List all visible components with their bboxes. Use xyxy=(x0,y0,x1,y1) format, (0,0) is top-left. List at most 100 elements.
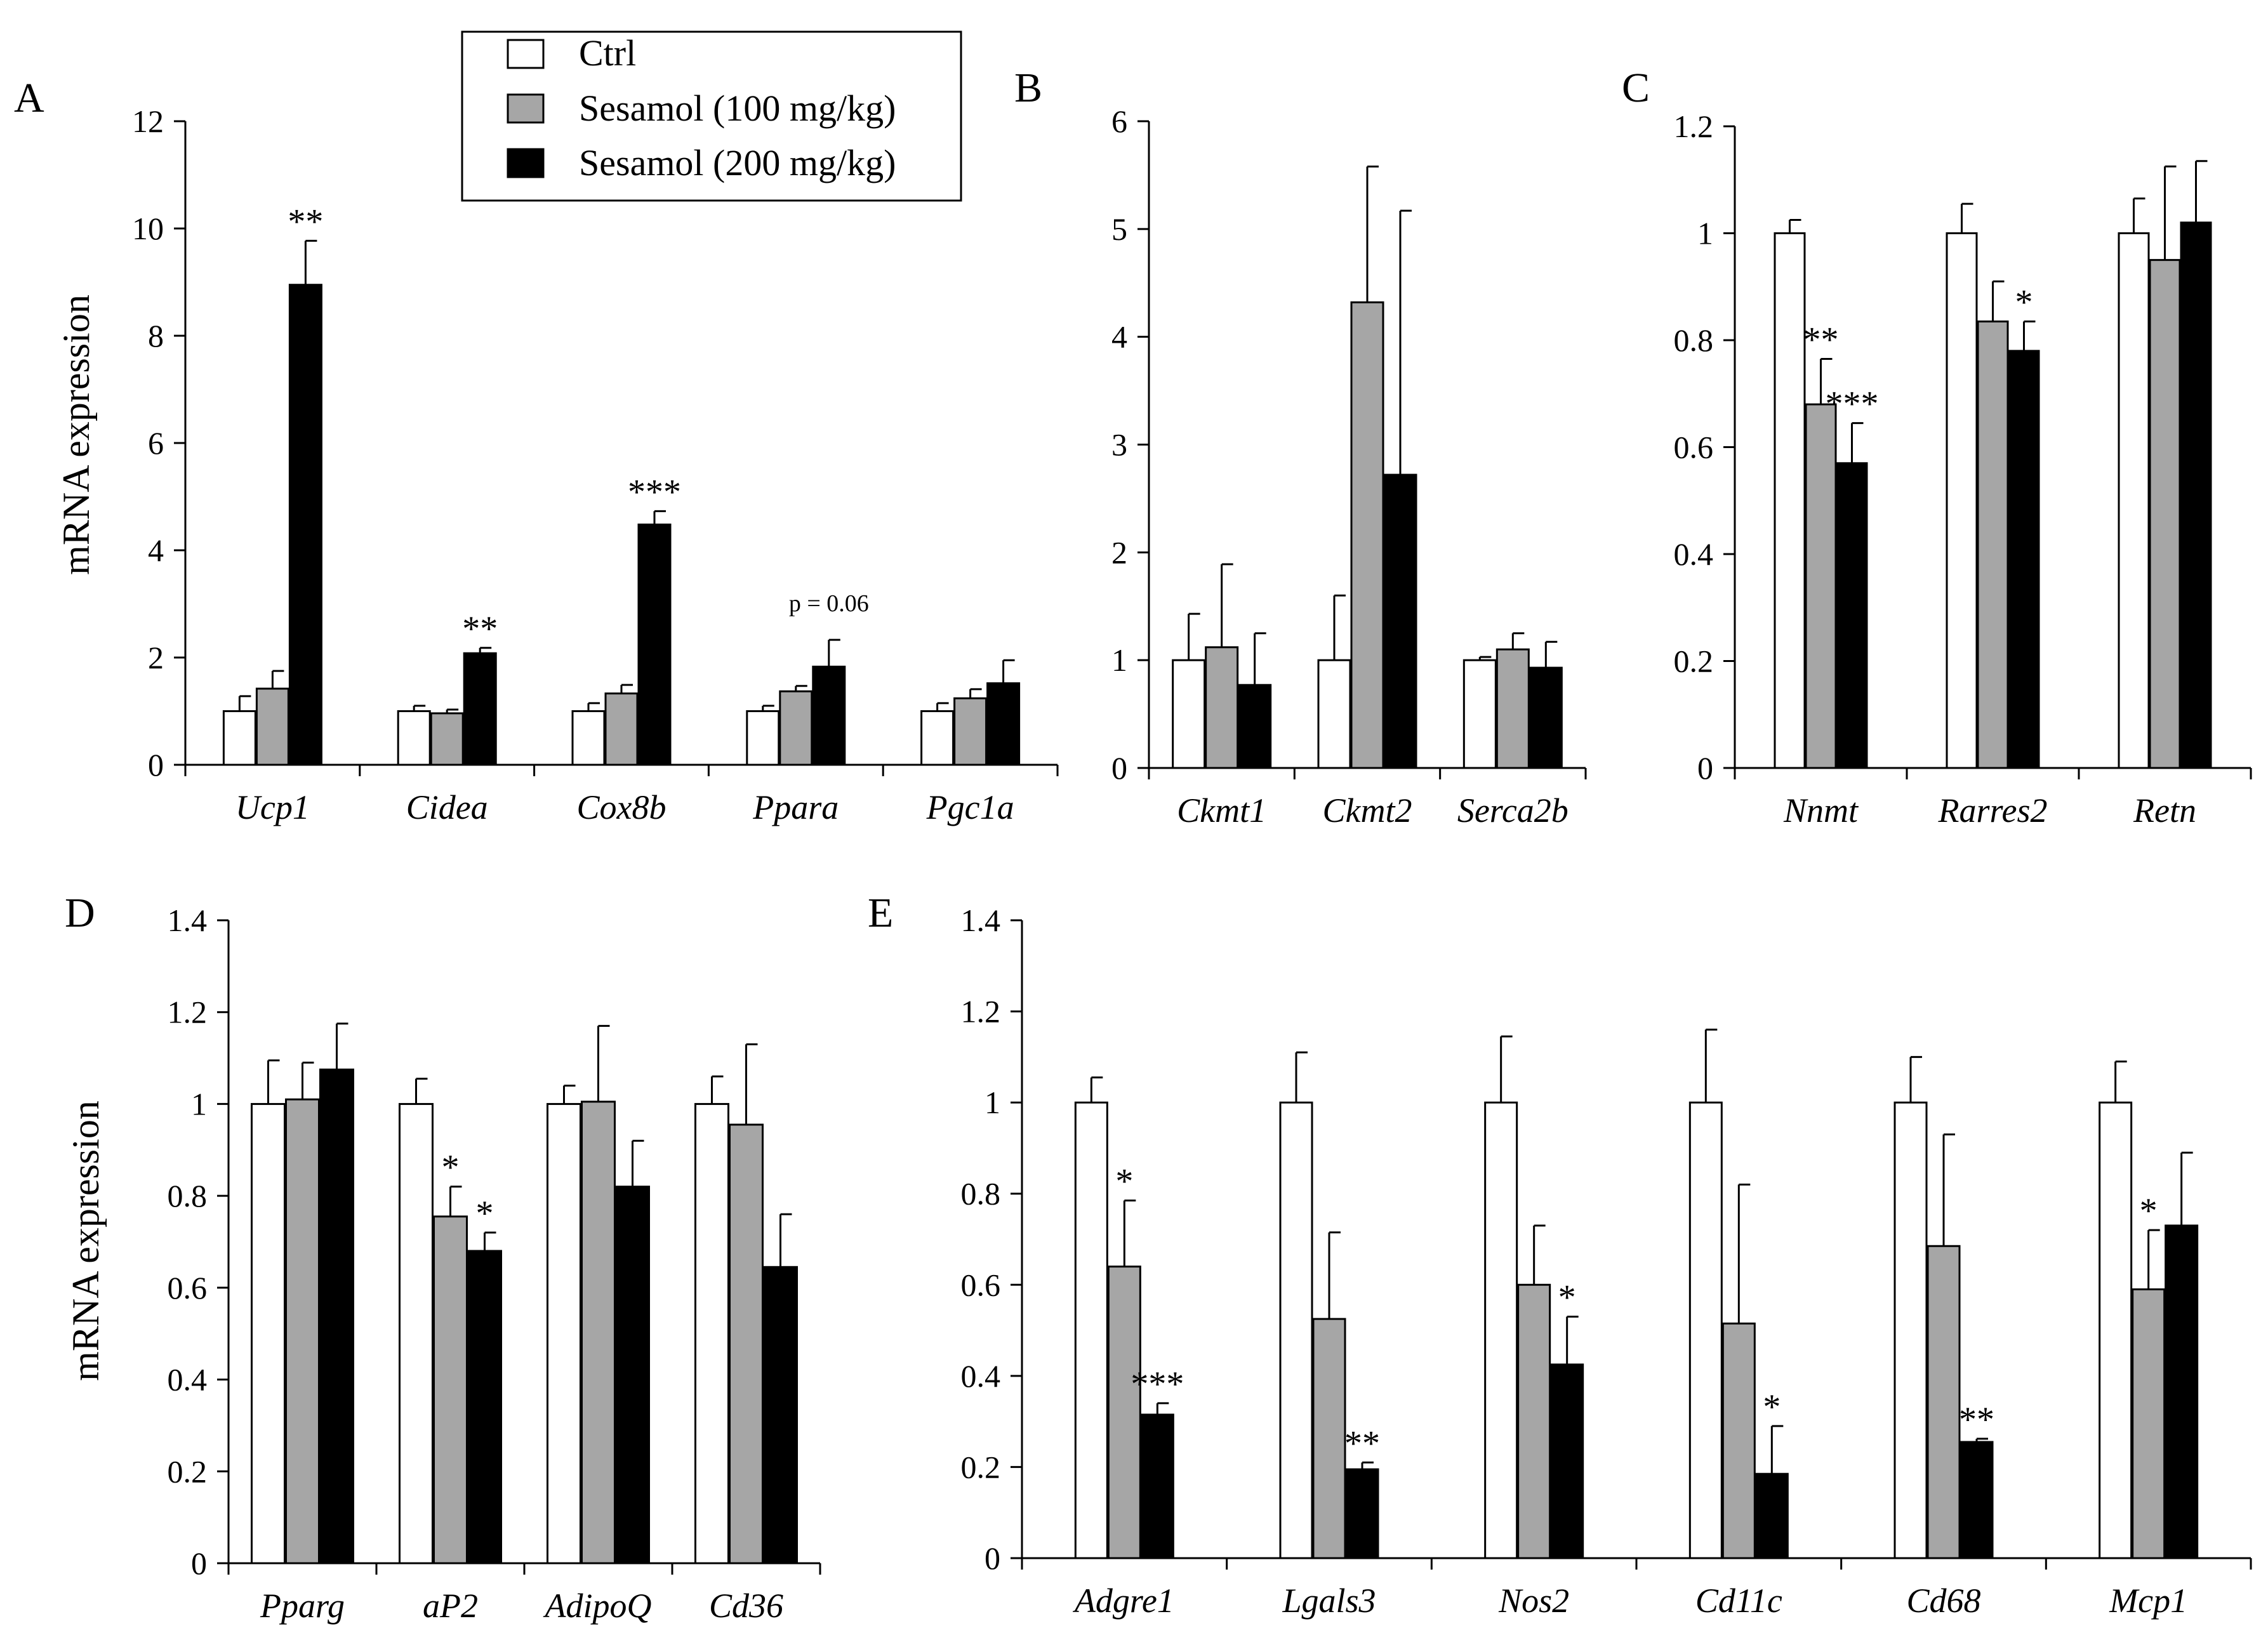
bar-b-ckmt2-sesamol-200-mg-kg- xyxy=(1383,473,1417,769)
bar-a-cox8b-sesamol-100-mg-kg- xyxy=(604,692,639,766)
significance-marker: * xyxy=(442,1148,460,1187)
significance-marker: ** xyxy=(288,202,323,241)
bar-b-ckmt1-sesamol-100-mg-kg- xyxy=(1205,646,1239,769)
panel-a-y-tick-label: 8 xyxy=(148,318,164,354)
panel-e-category-label-cd11c: Cd11c xyxy=(1695,1582,1782,1620)
bar-a-pgc1a-ctrl xyxy=(920,710,955,766)
panel-a-y-tick-label: 2 xyxy=(148,640,164,675)
panel-a-category-label-ppara: Ppara xyxy=(752,788,839,826)
panel-d-y-tick-label: 0.4 xyxy=(168,1362,208,1398)
bar-a-cidea-sesamol-100-mg-kg- xyxy=(430,712,464,766)
bar-e-lgals3-sesamol-100-mg-kg- xyxy=(1312,1318,1346,1559)
bar-e-mcp1-sesamol-100-mg-kg- xyxy=(2132,1288,2166,1559)
panel-d-category-label-ap2: aP2 xyxy=(423,1587,478,1625)
panel-a-category-label-pgc1a: Pgc1a xyxy=(926,788,1014,826)
panel-c-y-tick-label: 1 xyxy=(1697,216,1713,251)
bar-c-retn-ctrl xyxy=(2118,232,2150,769)
panel-d-category-label-pparg: Pparg xyxy=(260,1587,345,1625)
significance-marker: *** xyxy=(1826,385,1879,424)
bar-d-ap2-ctrl xyxy=(399,1102,434,1564)
bar-d-pparg-sesamol-200-mg-kg- xyxy=(319,1068,354,1564)
bar-e-cd68-sesamol-200-mg-kg- xyxy=(1960,1441,1994,1559)
bar-e-lgals3-sesamol-200-mg-kg- xyxy=(1345,1468,1379,1559)
panel-e-y-tick-label: 0.8 xyxy=(961,1176,1001,1212)
bar-c-retn-sesamol-200-mg-kg- xyxy=(2180,222,2212,769)
bar-b-serca2b-sesamol-200-mg-kg- xyxy=(1529,666,1563,769)
bar-e-mcp1-sesamol-200-mg-kg- xyxy=(2165,1224,2199,1559)
legend: Ctrl Sesamol (100 mg/kg) Sesamol (200 mg… xyxy=(461,30,962,202)
panel-letter-b: B xyxy=(1014,65,1042,111)
bar-e-cd11c-sesamol-100-mg-kg- xyxy=(1721,1322,1756,1559)
y-axis-title-bottom: mRNA expression xyxy=(65,1101,107,1381)
panel-letter-d: D xyxy=(65,890,95,936)
panel-b-y-tick-label: 6 xyxy=(1111,103,1127,139)
bar-a-ucp1-ctrl xyxy=(222,710,256,766)
legend-swatch-sesamol-100 xyxy=(507,93,545,124)
panel-e-category-label-mcp1: Mcp1 xyxy=(2109,1582,2187,1620)
bar-e-adgre1-ctrl xyxy=(1074,1101,1108,1559)
bar-a-ucp1-sesamol-200-mg-kg- xyxy=(288,284,322,766)
panel-e-category-label-cd68: Cd68 xyxy=(1906,1582,1980,1620)
bar-d-ap2-sesamol-200-mg-kg- xyxy=(467,1250,502,1564)
bar-d-pparg-sesamol-100-mg-kg- xyxy=(285,1098,320,1564)
significance-marker: * xyxy=(2140,1191,2158,1231)
legend-frame xyxy=(461,30,962,202)
bar-b-ckmt1-sesamol-200-mg-kg- xyxy=(1238,684,1272,769)
bar-d-ap2-sesamol-100-mg-kg- xyxy=(433,1215,468,1564)
bar-a-ucp1-sesamol-100-mg-kg- xyxy=(255,687,289,766)
significance-marker: * xyxy=(2015,283,2033,322)
bar-c-rarres2-sesamol-200-mg-kg- xyxy=(2008,350,2040,769)
panel-b-category-label-ckmt2: Ckmt2 xyxy=(1323,791,1412,830)
panel-e-y-tick-label: 0.4 xyxy=(961,1358,1001,1394)
p-value-annotation: p = 0.06 xyxy=(789,590,869,617)
panel-b-y-tick-label: 3 xyxy=(1111,427,1127,463)
legend-label-sesamol-100: Sesamol (100 mg/kg) xyxy=(579,88,896,129)
panel-c-y-tick-label: 0.2 xyxy=(1674,644,1714,679)
bar-c-rarres2-sesamol-100-mg-kg- xyxy=(1977,321,2009,769)
bar-e-cd11c-ctrl xyxy=(1688,1101,1723,1559)
panel-e-y-tick-label: 1 xyxy=(985,1085,1000,1120)
panel-d-y-tick-label: 1 xyxy=(191,1086,207,1121)
panel-d-y-tick-label: 0.8 xyxy=(168,1178,208,1214)
bar-a-ppara-ctrl xyxy=(746,710,780,766)
panel-e-category-label-lgals3: Lgals3 xyxy=(1282,1582,1376,1620)
significance-marker: * xyxy=(1763,1387,1781,1427)
bar-d-cd36-sesamol-200-mg-kg- xyxy=(763,1266,798,1564)
bar-b-ckmt2-sesamol-100-mg-kg- xyxy=(1350,301,1384,769)
panel-b-y-tick-label: 0 xyxy=(1111,750,1127,786)
bar-e-cd68-sesamol-100-mg-kg- xyxy=(1926,1245,1961,1559)
significance-marker: ** xyxy=(1803,320,1839,359)
panel-e-y-tick-label: 0.6 xyxy=(961,1267,1001,1302)
panel-e-category-label-nos2: Nos2 xyxy=(1498,1582,1569,1620)
bar-b-ckmt2-ctrl xyxy=(1317,659,1351,769)
bar-d-adipoq-sesamol-100-mg-kg- xyxy=(581,1101,616,1564)
panel-letter-e: E xyxy=(868,890,893,936)
significance-marker: * xyxy=(1558,1278,1576,1318)
legend-swatch-ctrl xyxy=(507,39,545,69)
panel-e-y-tick-label: 0 xyxy=(985,1540,1000,1576)
bar-d-adipoq-sesamol-200-mg-kg- xyxy=(615,1186,650,1564)
bar-a-pgc1a-sesamol-200-mg-kg- xyxy=(986,682,1021,766)
panel-d-category-label-adipoq: AdipoQ xyxy=(543,1587,652,1625)
bar-c-retn-sesamol-100-mg-kg- xyxy=(2149,259,2181,769)
panel-c-category-label-rarres2: Rarres2 xyxy=(1938,791,2048,830)
panel-b-category-label-serca2b: Serca2b xyxy=(1457,791,1568,830)
significance-marker: *** xyxy=(1131,1365,1184,1404)
panel-e-y-tick-label: 1.2 xyxy=(961,994,1001,1029)
panel-c-category-label-nnmt: Nnmt xyxy=(1783,791,1859,830)
panel-c-y-tick-label: 1.2 xyxy=(1674,109,1714,144)
panel-d-y-tick-label: 0.2 xyxy=(168,1453,208,1489)
legend-label-sesamol-200: Sesamol (200 mg/kg) xyxy=(579,142,896,183)
legend-label-ctrl: Ctrl xyxy=(579,32,636,74)
panel-c-y-tick-label: 0.6 xyxy=(1674,430,1714,465)
panel-b-y-tick-label: 1 xyxy=(1111,642,1127,678)
bar-b-serca2b-sesamol-100-mg-kg- xyxy=(1495,648,1530,769)
bar-c-nnmt-ctrl xyxy=(1774,232,1806,769)
panel-c-category-label-retn: Retn xyxy=(2133,791,2196,830)
y-axis-title-top: mRNA expression xyxy=(55,294,97,575)
bar-a-cox8b-ctrl xyxy=(571,710,606,766)
panel-b-y-tick-label: 5 xyxy=(1111,211,1127,247)
bar-a-ppara-sesamol-100-mg-kg- xyxy=(779,690,813,766)
bar-c-nnmt-sesamol-100-mg-kg- xyxy=(1805,403,1837,769)
